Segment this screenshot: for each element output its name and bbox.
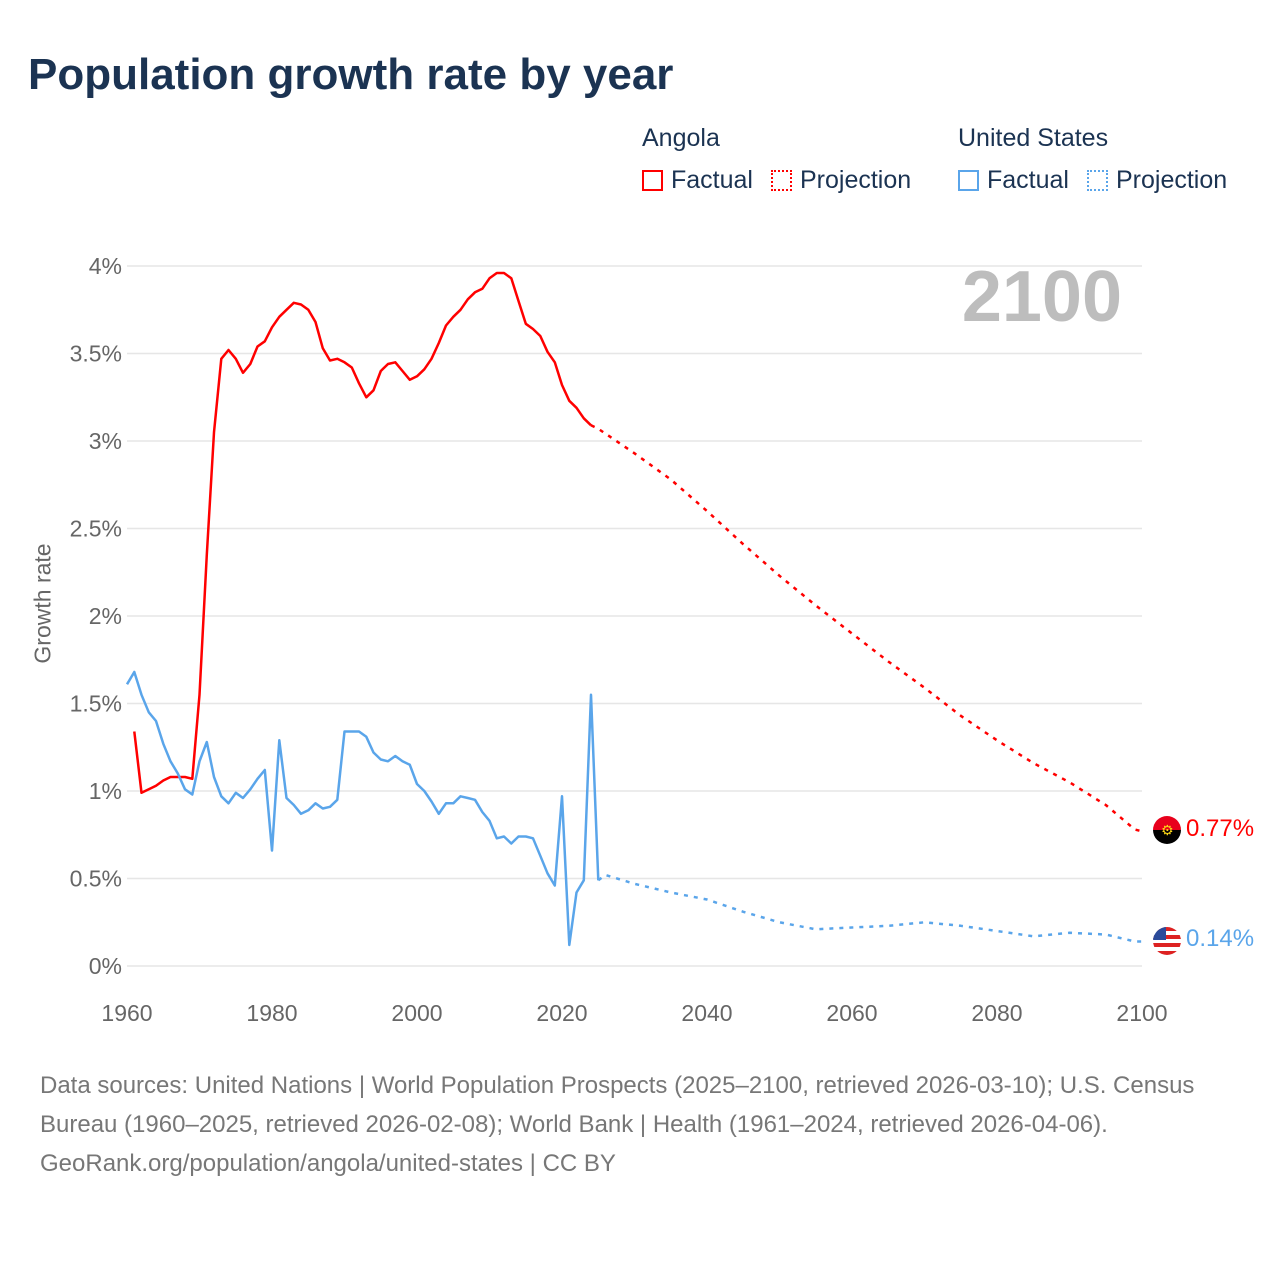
x-tick-label: 1960 (101, 1000, 152, 1026)
legend-angola-projection[interactable]: Projection (770, 166, 912, 195)
legend-us-projection[interactable]: Projection (1086, 166, 1228, 195)
x-tick-label: 2000 (391, 1000, 442, 1026)
legend-united-states: United States Factual Projection (958, 124, 1245, 195)
y-tick-label: 0.5% (70, 866, 122, 892)
x-tick-label: 2020 (536, 1000, 587, 1026)
legend-country-label: United States (958, 124, 1109, 152)
us-flag-icon (1153, 927, 1181, 955)
footer: Data sources: United Nations | World Pop… (40, 1066, 1230, 1183)
angola-end-label: 0.77% (1186, 815, 1255, 842)
credit-link[interactable]: GeoRank.org/population/angola/united-sta… (40, 1150, 616, 1177)
y-tick-label: 4% (89, 253, 122, 279)
solid-swatch-icon (958, 170, 979, 191)
legend-label: Projection (1115, 166, 1228, 194)
angola-flag-icon: ⚙ (1153, 816, 1181, 844)
y-tick-label: 3.5% (70, 341, 122, 367)
series-line-angola-factual (133, 271, 592, 795)
y-tick-label: 1% (89, 778, 122, 804)
x-tick-label: 2080 (971, 1000, 1022, 1026)
dotted-swatch-icon (770, 170, 792, 191)
chart-title: Population growth rate by year (28, 50, 674, 99)
series-line-united-states-projection (597, 873, 1142, 943)
legend-us-factual[interactable]: Factual (958, 166, 1069, 195)
y-tick-label: 0% (89, 953, 122, 979)
dotted-swatch-icon (1086, 170, 1108, 191)
x-tick-label: 1980 (246, 1000, 297, 1026)
y-tick-label: 3% (89, 428, 122, 454)
legend-country-label: Angola (642, 124, 720, 152)
series-line-united-states-factual (125, 670, 600, 947)
legend-angola-factual[interactable]: Factual (642, 166, 753, 195)
data-sources: Data sources: United Nations | World Pop… (40, 1072, 1195, 1138)
x-tick-label: 2040 (681, 1000, 732, 1026)
legend-label: Factual (987, 166, 1069, 194)
y-tick-label: 2.5% (70, 516, 122, 542)
series-line-angola-projection (590, 424, 1143, 833)
y-tick-label: 2% (89, 603, 122, 629)
y-axis-label: Growth rate (29, 543, 56, 664)
legend-label: Factual (671, 166, 753, 194)
x-tick-label: 2060 (826, 1000, 877, 1026)
legend-label: Projection (799, 166, 912, 194)
us-end-label: 0.14% (1186, 925, 1255, 952)
solid-swatch-icon (642, 170, 663, 191)
legend-angola: Angola Factual Projection (642, 124, 929, 195)
current-year-label: 2100 (961, 257, 1122, 337)
x-tick-label: 2100 (1116, 1000, 1167, 1026)
y-tick-label: 1.5% (70, 691, 122, 717)
